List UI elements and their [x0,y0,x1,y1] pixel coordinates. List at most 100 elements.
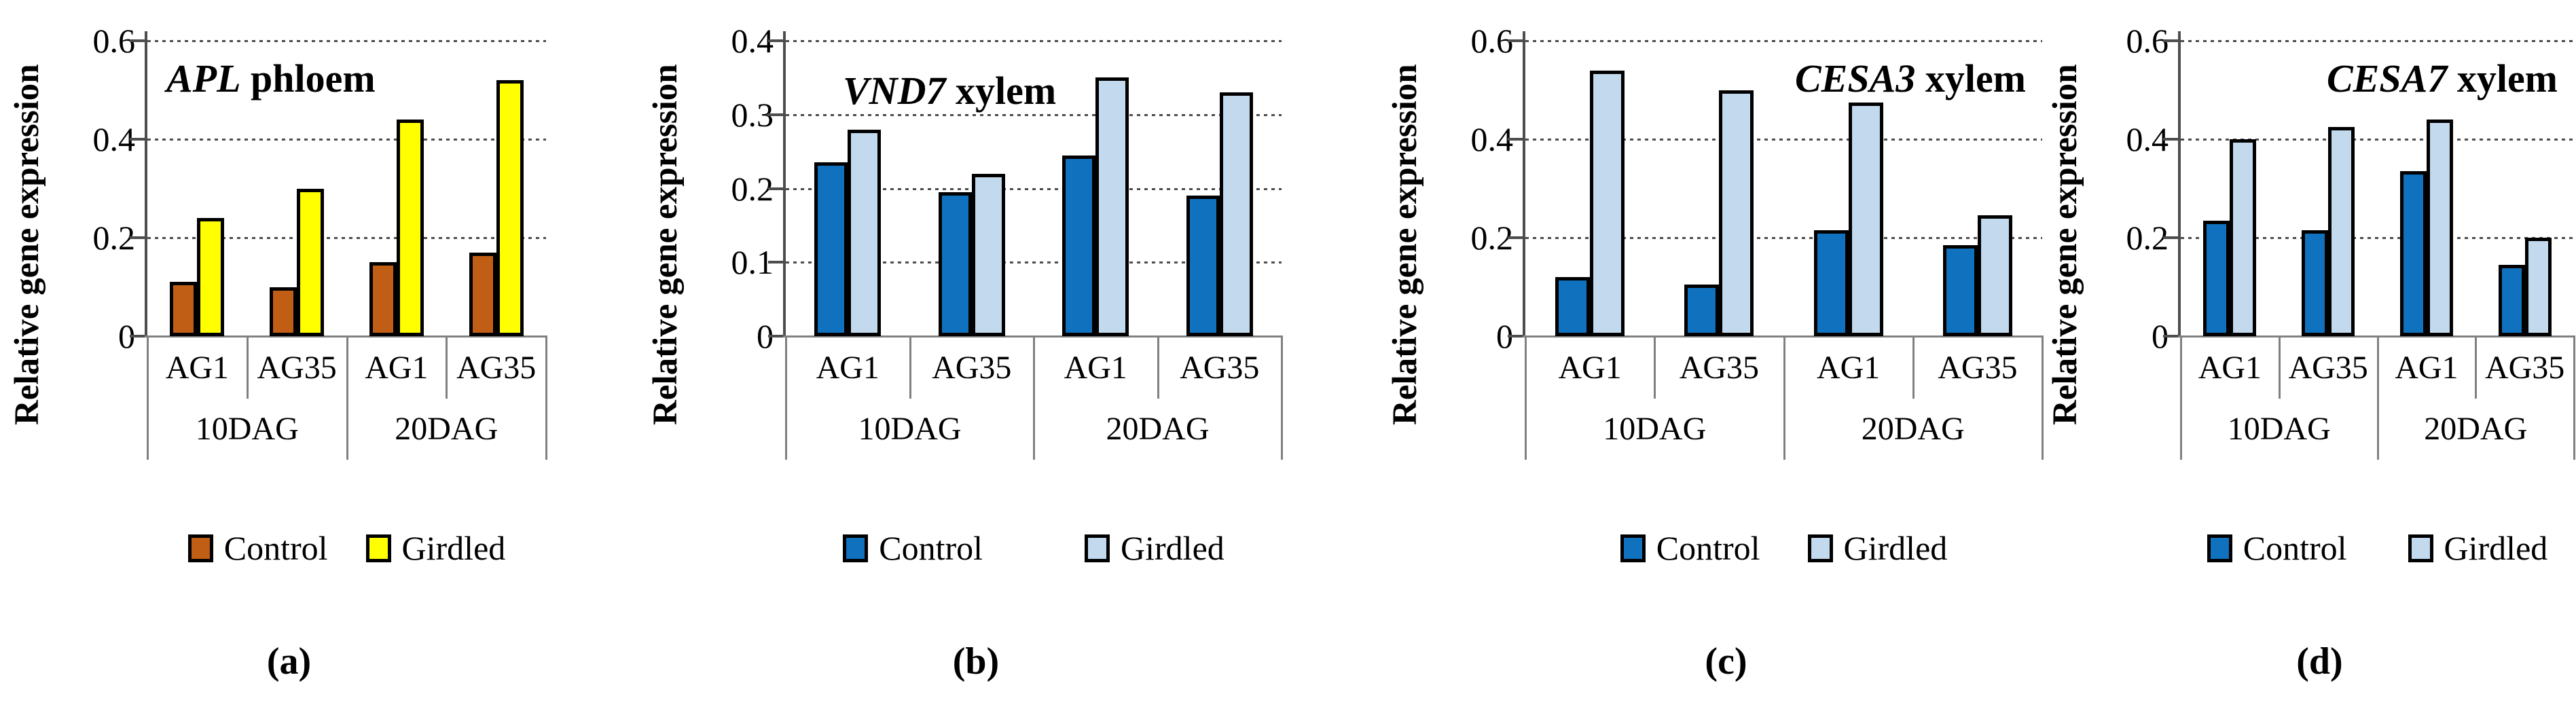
y-tick-label: 0.6 [1470,22,1514,60]
y-tick-label: 0.2 [2126,219,2169,257]
table-divider [446,336,448,399]
y-tick-label: 0.2 [1470,219,1514,257]
x-category-label: AG35 [932,349,1012,386]
x-group-label: 20DAG [2424,410,2528,447]
bar-girdled [496,80,524,336]
x-category-label: AG1 [1064,349,1127,386]
panel-caption: (a) [266,640,312,682]
gridline [786,113,1282,116]
legend-label: Control [879,529,983,567]
legend-swatch [187,534,213,562]
legend-swatch [2408,534,2433,562]
gene-name: VND7 [843,69,946,113]
bar-control [938,192,972,336]
bar-group [1654,41,1783,336]
x-category-label: AG1 [816,349,879,386]
y-tick-label: 0.6 [2126,22,2169,60]
table-divider [1654,336,1656,399]
gridline [786,261,1282,264]
x-category-label: AG1 [365,349,429,386]
legend-swatch [365,534,391,562]
legend-label: Girdled [1121,529,1224,567]
y-tick-label: 0.4 [2126,120,2169,158]
y-tick-mark [130,335,147,338]
panel-caption: (b) [952,640,1000,682]
gridline [1525,139,2042,141]
table-divider [2278,336,2281,399]
y-tick-label: 0.4 [1470,120,1514,158]
table-divider [147,336,149,460]
y-tick-label: 0.4 [92,120,136,158]
y-tick-label: 0.2 [92,219,136,257]
y-tick-label: 0.6 [92,22,136,60]
gridline [2181,139,2574,141]
bar-control [1684,284,1720,336]
legend-swatch [1085,534,1110,562]
bar-group [2378,41,2476,336]
chart-title: APL phloem [166,56,376,101]
y-tick-label: 0 [757,317,774,355]
bar-group [1158,41,1282,336]
bar-group [347,41,447,336]
table-divider [1281,336,1283,460]
legend-item-girdled: Girdled [1807,528,1947,568]
y-tick-label: 0 [118,317,135,355]
table-divider [346,336,348,460]
legend-label: Girdled [2444,529,2548,567]
table-divider [246,336,249,399]
x-category-label: AG35 [456,349,537,386]
legend-item-control: Control [187,528,328,568]
gridline [2181,237,2574,239]
panel-caption: (c) [1705,640,1747,682]
bar-control [1942,244,1978,336]
table-divider [2042,336,2044,460]
bar-group [1525,41,1654,336]
table-divider [2475,336,2478,399]
table-divider [785,336,787,460]
bar-group [2475,41,2574,336]
legend-swatch [1807,534,1833,562]
bar-control [2203,220,2230,336]
y-tick-mark [1508,335,1525,338]
x-group-label: 20DAG [395,410,498,447]
table-divider [909,336,911,399]
x-category-label: AG35 [1679,349,1760,386]
chart-title: CESA7 xylem [2327,56,2558,101]
bar-girdled [971,173,1005,336]
y-tick-mark [768,113,786,116]
x-category-label: AG35 [2484,349,2565,386]
x-group-label: 20DAG [1106,410,1210,447]
y-tick-mark [1508,138,1525,141]
legend-label: Control [2243,529,2347,567]
gene-name: CESA3 [1795,56,1916,101]
legend: Control Girdled [1546,528,2022,568]
bar-group [910,41,1034,336]
bar-group [786,41,910,336]
legend-label: Girdled [401,529,506,567]
bar-girdled [2524,238,2552,336]
y-tick-mark [768,335,786,338]
tissue-name: xylem [2447,56,2558,101]
plot-area: CESA7 xylem [2163,31,2575,338]
legend-item-control: Control [843,528,983,568]
bar-group [247,41,347,336]
table-divider [2573,336,2575,460]
x-group-label: 10DAG [2227,410,2331,447]
x-axis-table: AG1 AG35 10DAG AG1 AG35 20DAG [147,336,547,460]
chart-panel-a: Relative gene expression 0 0.2 0.4 0.6 APL ph… [0,0,611,728]
legend-item-girdled: Girdled [365,528,506,568]
chart-title: VND7 xylem [843,68,1056,113]
x-category-label: AG35 [1938,349,2018,386]
bar-girdled [297,188,325,336]
y-tick-label: 0 [2152,317,2169,355]
bar-group [147,41,247,336]
x-axis-table: AG1 AG35 10DAG AG1 AG35 20DAG [2180,336,2575,460]
table-divider [2376,336,2379,460]
bar-group [2279,41,2378,336]
bar-control [1555,277,1591,336]
table-divider [1912,336,1915,399]
y-tick-label: 0.1 [731,243,774,282]
legend-item-girdled: Girdled [1085,528,1224,568]
bar-girdled [396,120,424,336]
